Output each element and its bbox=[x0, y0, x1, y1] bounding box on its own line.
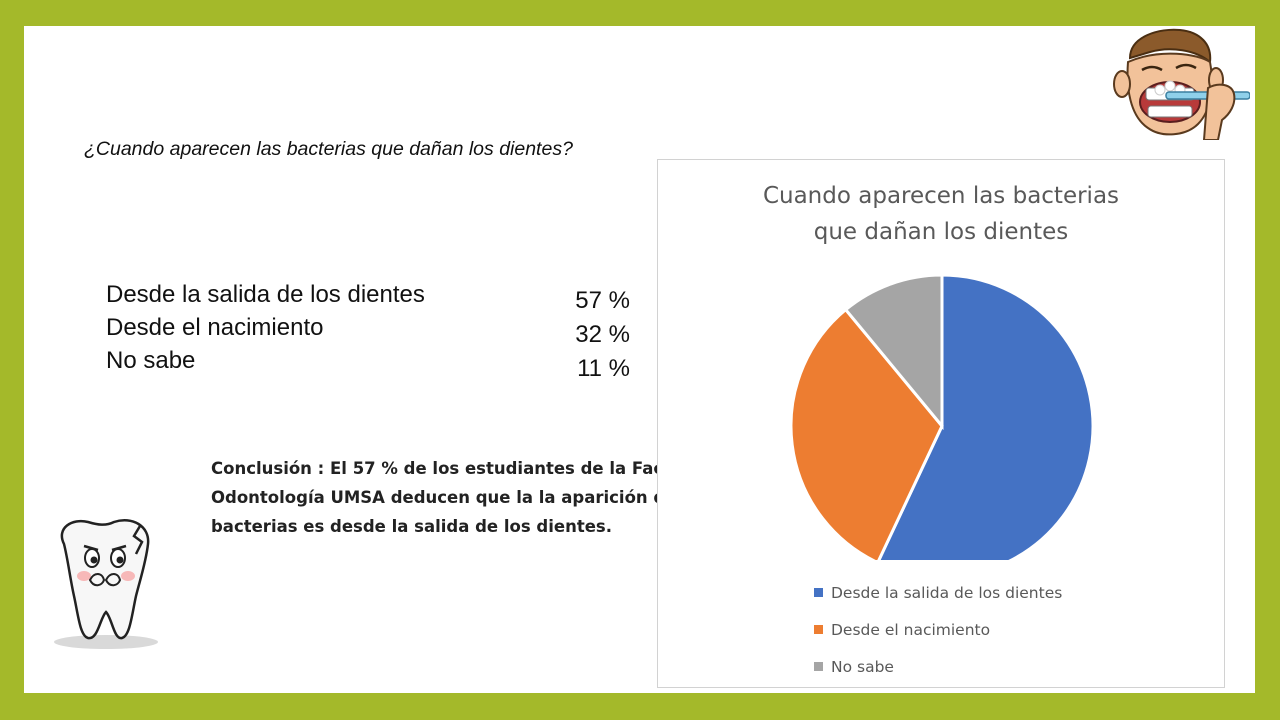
pie-slice bbox=[877, 273, 1095, 560]
brushing-teeth-face-icon bbox=[1113, 28, 1250, 140]
pie-chart: Cuando aparecen las bacterias que dañan … bbox=[657, 159, 1225, 688]
answer-percent: 57 % bbox=[575, 287, 630, 314]
legend-label: Desde el nacimiento bbox=[831, 620, 991, 639]
chart-legend: Desde la salida de los dientes Desde el n… bbox=[814, 574, 1062, 685]
tooth-character-icon bbox=[54, 519, 158, 649]
legend-swatch bbox=[814, 662, 823, 671]
pie-slice bbox=[789, 307, 944, 560]
answers-list: Desde la salida de los dientes Desde el … bbox=[106, 278, 425, 377]
legend-label: Desde la salida de los dientes bbox=[831, 583, 1063, 602]
chart-title: Cuando aparecen las bacterias que dañan … bbox=[658, 178, 1224, 250]
answer-label: Desde la salida de los dientes bbox=[106, 281, 425, 308]
conclusion-text: Conclusión : El 57 % de los estudiantes … bbox=[211, 459, 741, 536]
chart-title-line: que dañan los dientes bbox=[813, 219, 1069, 245]
legend-item: Desde la salida de los dientes bbox=[814, 574, 1062, 611]
answer-label: Desde el nacimiento bbox=[106, 314, 324, 341]
legend-swatch bbox=[814, 588, 823, 597]
question-text: ¿Cuando aparecen las bacterias que dañan… bbox=[84, 138, 573, 160]
legend-item: Desde el nacimiento bbox=[814, 611, 1062, 648]
legend-swatch bbox=[814, 625, 823, 634]
pie-plot bbox=[789, 273, 1095, 560]
percent-list: 57 % 32 % 11 % bbox=[554, 284, 630, 386]
legend-item: No sabe bbox=[814, 648, 1062, 685]
legend-label: No sabe bbox=[831, 657, 894, 676]
slide: ¿Cuando aparecen las bacterias que dañan… bbox=[24, 26, 1255, 693]
answer-percent: 11 % bbox=[577, 355, 630, 382]
pie-slice bbox=[843, 273, 944, 431]
answer-label: No sabe bbox=[106, 347, 196, 374]
answer-percent: 32 % bbox=[575, 321, 630, 348]
chart-title-line: Cuando aparecen las bacterias bbox=[762, 183, 1120, 209]
